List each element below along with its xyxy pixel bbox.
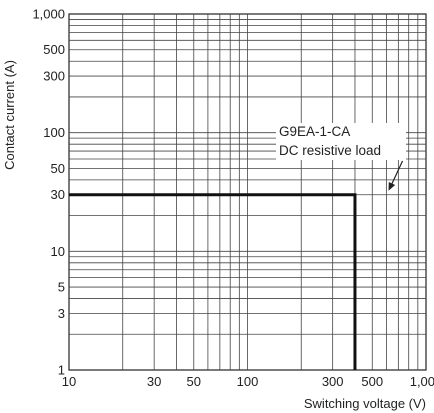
annotation-arrow: [389, 160, 404, 187]
x-tick-label: 300: [322, 374, 344, 389]
annotation-arrow-head: [388, 181, 396, 191]
y-tick-label: 5: [58, 280, 65, 295]
annotation: G9EA-1-CA DC resistive load: [276, 123, 406, 191]
x-axis-label: Switching voltage (V): [304, 396, 426, 411]
annotation-background: [276, 123, 406, 160]
x-tick-label: 50: [187, 374, 201, 389]
x-tick-label: 30: [147, 374, 161, 389]
plot-marks: [69, 193, 357, 370]
y-tick-label: 10: [51, 244, 65, 259]
grid-lines: [68, 13, 427, 371]
annotation-load-type: DC resistive load: [279, 143, 381, 158]
switching-limit-line: [69, 193, 357, 370]
x-tick-label: 10: [62, 374, 76, 389]
y-axis-label: Contact current (A): [2, 60, 17, 170]
y-tick-label: 500: [43, 42, 65, 57]
tick-labels: 10 30 50 100 300 500 1,000 1 3 5 10 30 50 100 300 500 1,…: [32, 7, 434, 390]
y-tick-label: 1,000: [32, 7, 65, 22]
y-tick-label: 30: [51, 187, 65, 202]
y-tick-label: 50: [51, 161, 65, 176]
annotation-model: G9EA-1-CA: [279, 124, 350, 139]
y-tick-label: 3: [58, 306, 65, 321]
y-tick-label: 1: [58, 363, 65, 378]
y-tick-label: 300: [43, 69, 65, 84]
x-tick-label: 100: [237, 374, 259, 389]
y-tick-label: 100: [43, 125, 65, 140]
x-tick-label: 500: [361, 374, 383, 389]
x-tick-label: 1,000: [410, 374, 434, 389]
